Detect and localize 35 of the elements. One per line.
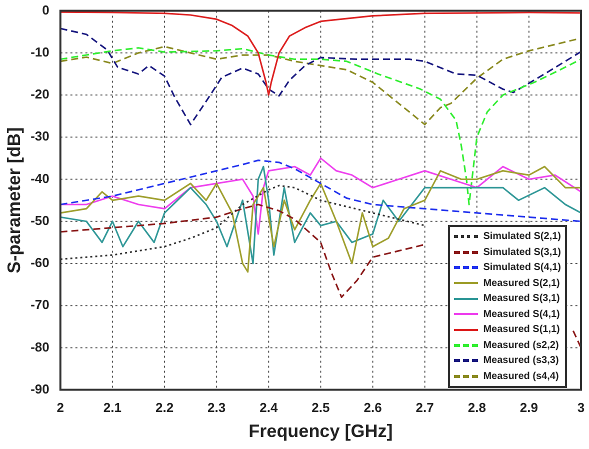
x-tick-label: 2.1 xyxy=(103,400,122,416)
x-axis-title: Frequency [GHz] xyxy=(248,421,393,442)
legend-label: Simulated S(3,1) xyxy=(483,246,561,258)
y-tick-label: -20 xyxy=(30,86,50,102)
legend-label: Measured S(1,1) xyxy=(483,324,560,336)
y-axis-title: S-parameter [dB] xyxy=(4,127,24,274)
legend-label: Measured (s3,3) xyxy=(483,355,559,366)
legend-label: Simulated S(2,1) xyxy=(483,231,561,242)
x-tick-label: 3 xyxy=(577,400,585,416)
x-tick-label: 2.3 xyxy=(208,400,226,416)
y-tick-label: -90 xyxy=(30,381,50,396)
y-tick-label: -80 xyxy=(30,339,50,354)
y-tick-label: -30 xyxy=(30,128,50,144)
legend-label: Measured (s4,4) xyxy=(483,370,559,382)
line-series xyxy=(60,159,581,222)
y-tick-label: -40 xyxy=(30,170,50,186)
y-tick-label: -50 xyxy=(30,212,50,228)
y-tick-label: 0 xyxy=(42,2,50,18)
x-tick-label: 2.5 xyxy=(312,400,330,416)
legend-label: Simulated S(4,1) xyxy=(483,262,561,274)
y-tick-label: -10 xyxy=(30,44,50,60)
legend-label: Measured S(3,1) xyxy=(483,293,560,304)
x-tick-label: 2.8 xyxy=(468,400,486,416)
x-tick-label: 2.7 xyxy=(416,400,434,416)
x-tick-label: 2.9 xyxy=(520,400,538,416)
x-tick-label: 2.6 xyxy=(364,400,382,416)
y-tick-label: -70 xyxy=(30,297,50,312)
x-tick-label: 2.4 xyxy=(260,400,278,416)
line-series xyxy=(60,47,581,206)
x-tick-label: 2 xyxy=(56,400,64,416)
y-tick-label: -60 xyxy=(30,255,50,270)
legend-label: Measured S(2,1) xyxy=(483,278,560,289)
legend-label: Measured (s2,2) xyxy=(483,340,559,351)
legend-label: Measured S(4,1) xyxy=(483,308,560,320)
x-tick-label: 2.2 xyxy=(155,400,174,416)
